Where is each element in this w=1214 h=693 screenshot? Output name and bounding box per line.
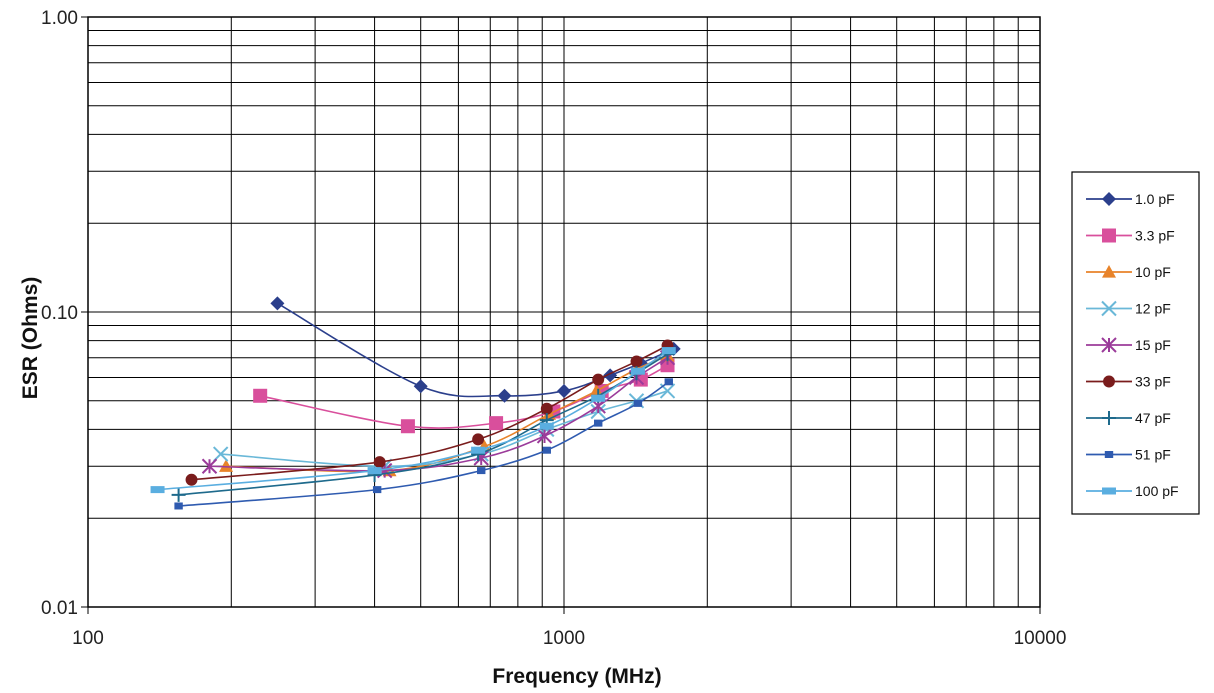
- data-point-marker: [542, 446, 551, 454]
- data-point-marker: [497, 388, 512, 403]
- data-point-marker: [270, 296, 285, 311]
- data-point-marker: [664, 378, 673, 386]
- series-line: [277, 302, 675, 398]
- data-point-marker: [557, 383, 571, 398]
- legend-item: 100 pF: [1086, 483, 1179, 499]
- data-point-marker: [1102, 228, 1116, 243]
- data-point-marker: [253, 388, 268, 403]
- data-point-marker: [1102, 487, 1116, 495]
- data-point-marker: [1104, 451, 1114, 458]
- legend-item: 47 pF: [1086, 410, 1171, 426]
- data-point-marker: [539, 422, 554, 430]
- data-point-marker: [536, 428, 553, 444]
- data-point-marker: [171, 487, 186, 502]
- legend-label: 1.0 pF: [1135, 191, 1175, 207]
- legend-label: 51 pF: [1135, 447, 1171, 463]
- x-tick-label: 10000: [1014, 628, 1067, 649]
- data-point-marker: [413, 379, 428, 394]
- data-point-marker: [1102, 411, 1116, 425]
- x-tick-label: 1000: [543, 628, 585, 649]
- data-point-marker: [489, 416, 504, 431]
- data-point-marker: [540, 402, 553, 415]
- data-point-marker: [591, 394, 606, 402]
- legend-label: 10 pF: [1135, 264, 1171, 280]
- legend-item: 3.3 pF: [1086, 228, 1175, 244]
- legend-label: 33 pF: [1135, 374, 1171, 390]
- series-10-pf: [219, 348, 675, 477]
- y-axis-title: ESR (Ohms): [19, 277, 42, 400]
- legend-item: 15 pF: [1086, 337, 1171, 353]
- data-point-marker: [372, 486, 382, 494]
- legend-item: 10 pF: [1086, 264, 1171, 280]
- data-point-marker: [1103, 375, 1115, 388]
- data-point-marker: [471, 446, 486, 454]
- data-point-marker: [594, 419, 603, 427]
- legend-item: 1.0 pF: [1086, 191, 1175, 207]
- x-axis-title: Frequency (MHz): [492, 665, 661, 688]
- legend-label: 47 pF: [1135, 410, 1171, 426]
- tick-labels: 100 1000 10000 0.01 0.10 1.00: [41, 8, 1066, 649]
- grid-lines: [88, 17, 1040, 607]
- legend-label: 100 pF: [1135, 483, 1179, 499]
- legend-label: 3.3 pF: [1135, 228, 1175, 244]
- data-point-marker: [174, 502, 183, 510]
- data-point-marker: [400, 419, 415, 434]
- data-point-marker: [219, 459, 234, 472]
- y-tick-label: 1.00: [41, 8, 78, 29]
- data-point-marker: [630, 355, 643, 368]
- legend-label: 15 pF: [1135, 337, 1171, 353]
- x-tick-label: 100: [72, 628, 104, 649]
- series-100-pf: [150, 347, 676, 494]
- data-point-marker: [373, 456, 386, 468]
- data-point-marker: [201, 458, 218, 474]
- data-point-marker: [477, 467, 486, 475]
- data-point-marker: [472, 433, 485, 446]
- legend-item: 51 pF: [1086, 447, 1171, 463]
- data-point-marker: [661, 347, 676, 355]
- y-tick-label: 0.10: [41, 303, 78, 324]
- data-point-marker: [589, 383, 604, 397]
- series-layer: [150, 296, 681, 510]
- series-33-pf: [185, 339, 674, 486]
- data-point-marker: [367, 467, 382, 475]
- legend-box: [1071, 171, 1200, 515]
- legend-item: 33 pF: [1086, 374, 1171, 390]
- legend: 1.0 pF 3.3 pF 10 pF 12 pF 15 pF 33 pF 47 pF 51 …: [1071, 171, 1200, 515]
- data-point-marker: [633, 399, 643, 407]
- data-point-marker: [185, 473, 198, 486]
- data-point-marker: [212, 446, 229, 462]
- data-point-marker: [592, 373, 605, 386]
- data-point-marker: [630, 367, 645, 375]
- series-51-pf: [174, 378, 673, 510]
- data-point-marker: [1102, 192, 1116, 206]
- data-point-marker: [1101, 337, 1117, 353]
- legend-item: 12 pF: [1086, 301, 1171, 317]
- y-tick-label: 0.01: [41, 598, 78, 619]
- data-point-marker: [1102, 265, 1116, 278]
- data-point-marker: [150, 486, 165, 494]
- legend-label: 12 pF: [1135, 301, 1171, 317]
- data-point-marker: [1101, 300, 1117, 317]
